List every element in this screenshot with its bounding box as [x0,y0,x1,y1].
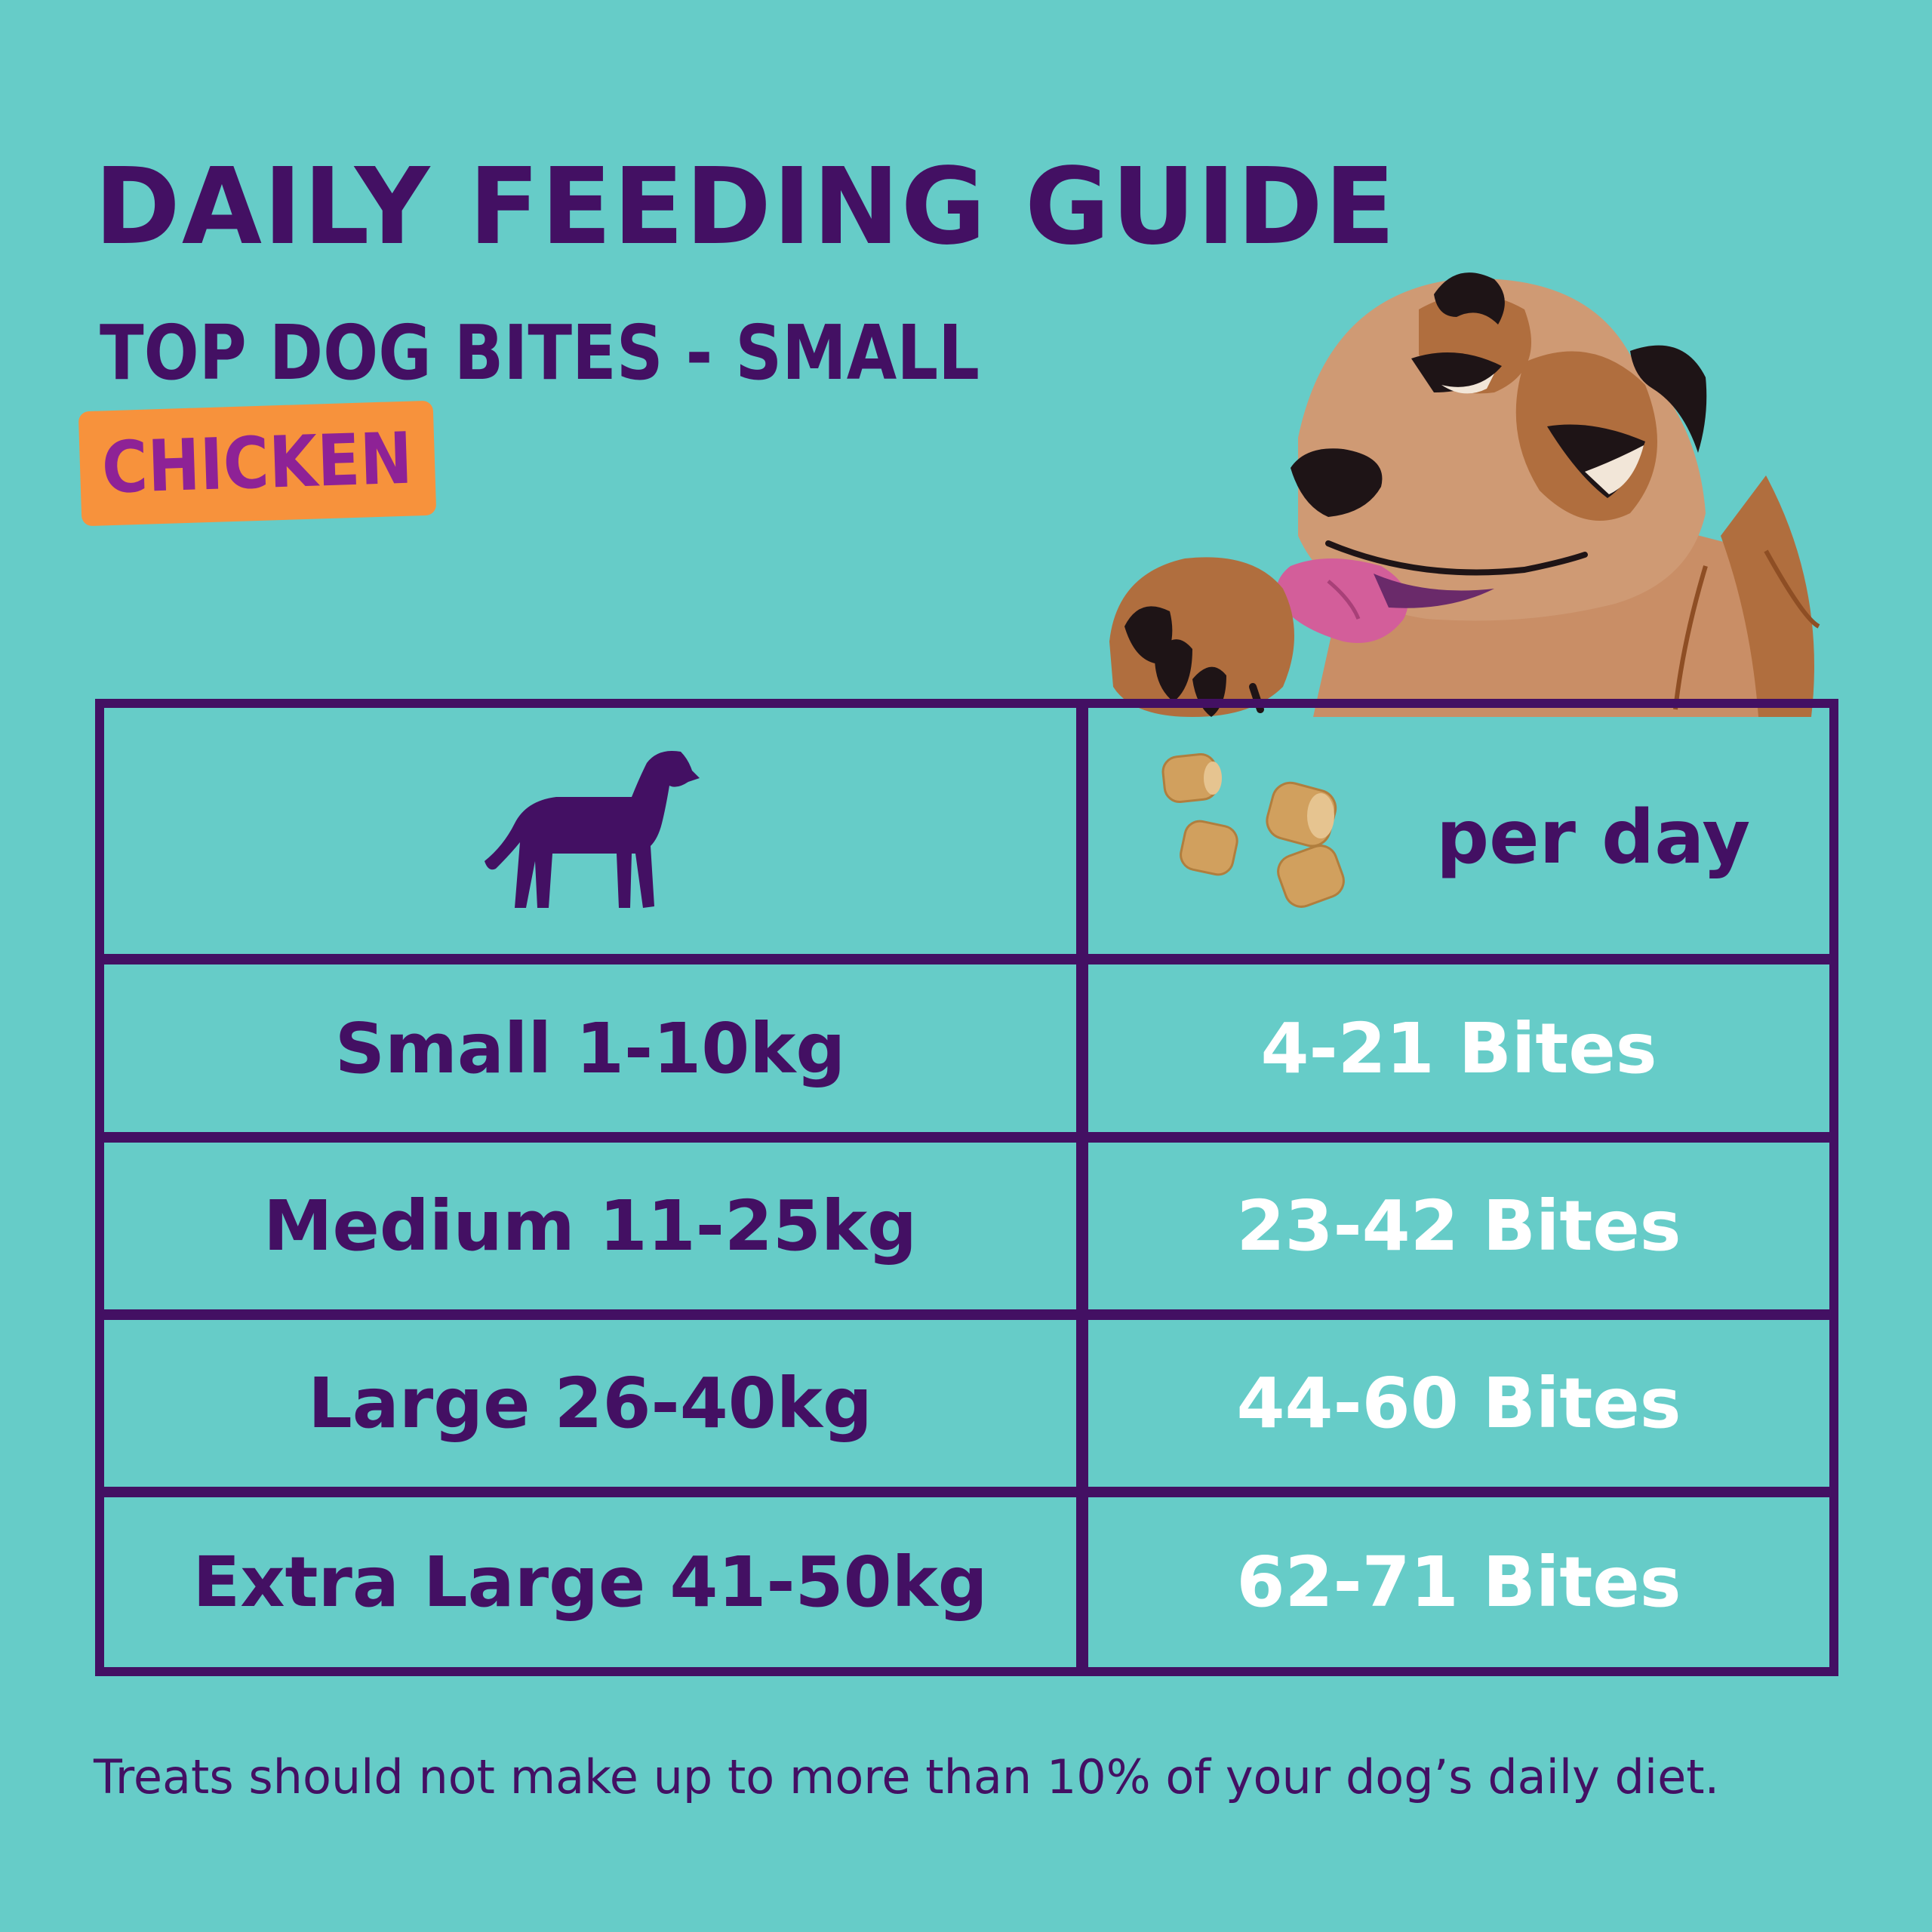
table-cell-size: Small 1-10kg [334,1008,846,1089]
treat-bites-icon [1161,752,1345,908]
table-cell-size: Extra Large 41-50kg [192,1542,988,1623]
table-column-divider [1076,708,1088,1667]
flavor-tag: CHICKEN [78,400,437,527]
footnote-disclaimer: Treats should not make up to more than 1… [94,1749,1720,1804]
feeding-guide-table: per day Small 1-10kg 4-21 Bites Medium 1… [95,699,1838,1676]
table-cell-bites: 4-21 Bites [1260,1008,1657,1089]
flavor-tag-label: CHICKEN [100,417,414,509]
table-cell-bites: 23-42 Bites [1236,1186,1681,1266]
table-header-dog-size [104,708,1076,954]
table-cell-size: Large 26-40kg [308,1363,872,1444]
product-subtitle: TOP DOG BITES - SMALL [100,309,980,397]
table-row-divider [104,1132,1829,1143]
table-cell-bites: 62-71 Bites [1236,1542,1681,1623]
table-row-divider [104,954,1829,964]
table-row-divider [104,1309,1829,1320]
page-title: DAILY FEEDING GUIDE [94,146,1397,269]
table-row-divider [104,1487,1829,1497]
per-day-label: per day [1436,795,1751,881]
dog-silhouette-icon [485,751,700,908]
cartoon-dog-illustration [1109,272,1820,717]
table-header-per-day [1088,708,1829,954]
table-cell-size: Medium 11-25kg [263,1186,917,1266]
table-cell-bites: 44-60 Bites [1236,1363,1681,1444]
